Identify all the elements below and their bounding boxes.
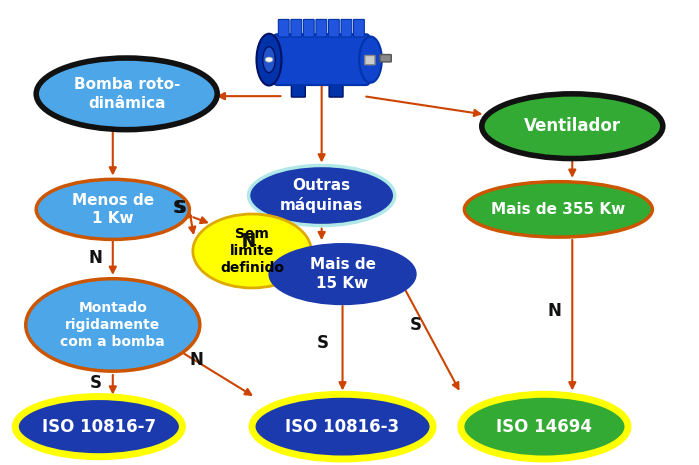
FancyBboxPatch shape: [380, 54, 391, 62]
FancyBboxPatch shape: [291, 81, 305, 97]
Ellipse shape: [269, 244, 416, 304]
Ellipse shape: [257, 34, 282, 86]
FancyBboxPatch shape: [316, 20, 326, 37]
Text: ISO 14694: ISO 14694: [496, 418, 593, 436]
Text: Bomba roto-
dinâmica: Bomba roto- dinâmica: [73, 77, 180, 111]
Text: S: S: [173, 199, 185, 217]
Text: Sem
limite
definido: Sem limite definido: [220, 227, 284, 275]
FancyBboxPatch shape: [354, 20, 364, 37]
Text: Mais de
15 Kw: Mais de 15 Kw: [310, 257, 375, 291]
Circle shape: [265, 57, 273, 62]
Text: ISO 10816-3: ISO 10816-3: [285, 418, 400, 436]
FancyBboxPatch shape: [365, 55, 375, 65]
Text: S: S: [174, 199, 187, 217]
FancyBboxPatch shape: [329, 81, 343, 97]
Text: S: S: [89, 374, 101, 392]
Text: Menos de
1 Kw: Menos de 1 Kw: [72, 193, 154, 226]
Ellipse shape: [359, 37, 382, 83]
Text: N: N: [548, 302, 562, 320]
Ellipse shape: [464, 182, 652, 237]
Ellipse shape: [36, 58, 217, 130]
FancyBboxPatch shape: [291, 20, 302, 37]
Text: Montado
rigidamente
com a bomba: Montado rigidamente com a bomba: [60, 301, 165, 349]
FancyBboxPatch shape: [341, 20, 352, 37]
Text: S: S: [317, 334, 329, 352]
Ellipse shape: [482, 94, 663, 159]
Text: Mais de 355 Kw: Mais de 355 Kw: [491, 202, 626, 217]
Ellipse shape: [263, 46, 275, 73]
Ellipse shape: [15, 397, 182, 457]
Text: N: N: [189, 351, 203, 369]
Ellipse shape: [252, 394, 433, 459]
Ellipse shape: [36, 179, 189, 239]
Ellipse shape: [193, 214, 311, 288]
FancyBboxPatch shape: [278, 20, 289, 37]
Text: Outras
máquinas: Outras máquinas: [280, 178, 363, 213]
FancyBboxPatch shape: [329, 20, 339, 37]
FancyBboxPatch shape: [303, 20, 315, 37]
Ellipse shape: [249, 166, 395, 226]
FancyBboxPatch shape: [274, 34, 369, 85]
Text: N: N: [242, 233, 256, 251]
Ellipse shape: [461, 394, 628, 459]
Text: N: N: [242, 232, 256, 250]
Text: Ventilador: Ventilador: [524, 117, 621, 135]
Text: ISO 10816-7: ISO 10816-7: [42, 418, 156, 436]
Text: S: S: [410, 316, 421, 334]
Ellipse shape: [26, 279, 200, 371]
Text: N: N: [89, 249, 102, 267]
